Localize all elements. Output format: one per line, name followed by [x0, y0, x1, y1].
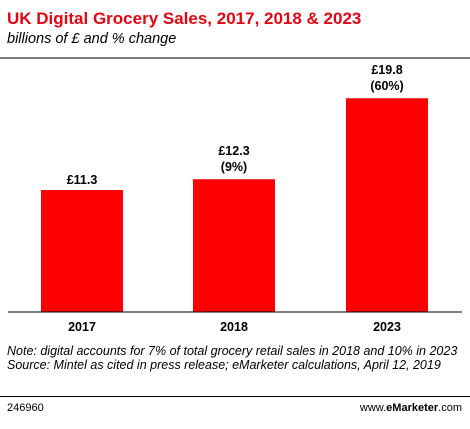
x-tick-label-2017: 2017	[68, 320, 96, 334]
brand-prefix: www.	[359, 402, 387, 414]
bar-2023	[346, 98, 428, 312]
change-label-2018: (9%)	[221, 160, 247, 174]
chart-title: UK Digital Grocery Sales, 2017, 2018 & 2…	[7, 9, 362, 28]
data-label-2017: £11.3	[67, 173, 98, 187]
data-label-2018: £12.3	[218, 144, 249, 158]
bar-2018	[193, 179, 275, 312]
x-tick-label-2023: 2023	[373, 320, 401, 334]
change-label-2023: (60%)	[370, 79, 403, 93]
bar-2017	[41, 190, 123, 312]
chart-notes: Note: digital accounts for 7% of total g…	[7, 344, 465, 372]
data-label-2023: £19.8	[371, 63, 402, 77]
chart-id: 246960	[7, 402, 44, 414]
chart-subtitle: billions of £ and % change	[7, 31, 177, 47]
x-tick-label-2018: 2018	[220, 320, 248, 334]
bar-chart: £11.3 2017 £12.3 (9%) 2018 £19.8 (60%) 2023	[0, 57, 470, 334]
brand-suffix: .com	[438, 402, 462, 414]
brand-name: eMarketer	[386, 402, 439, 414]
emarketer-logo: www.eMarketer.com	[360, 402, 462, 414]
footer-divider	[0, 396, 470, 397]
source-text: Source: Mintel as cited in press release…	[7, 357, 441, 372]
note-text: Note: digital accounts for 7% of total g…	[7, 344, 458, 358]
